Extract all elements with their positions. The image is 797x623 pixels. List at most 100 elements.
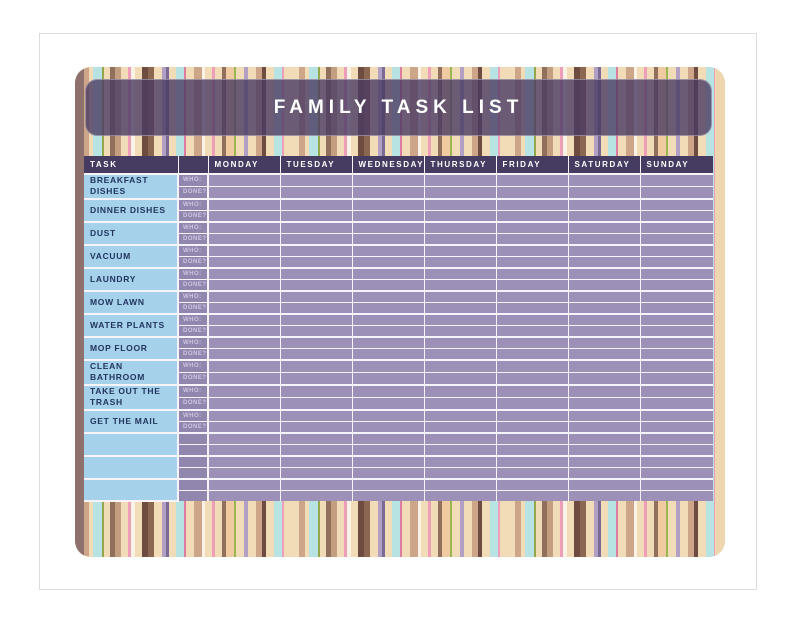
done-entry-cell-sunday: [639, 255, 713, 269]
who-label: WHO:: [177, 335, 209, 349]
who-entry-cell-monday: [207, 477, 281, 491]
done-entry-cell-tuesday: [279, 420, 353, 434]
who-entry-cell-saturday: [567, 408, 641, 422]
done-entry-cell-thursday: [423, 209, 497, 223]
who-entry-cell-saturday: [567, 220, 641, 234]
who-entry-cell-tuesday: [279, 289, 353, 303]
done-entry-cell-monday: [207, 371, 281, 386]
done-entry-cell-monday: [207, 232, 281, 246]
who-entry-cell-saturday: [567, 454, 641, 468]
done-entry-cell-friday: [495, 301, 569, 315]
task-row-who: TAKE OUT THE TRASH WHO:: [84, 383, 713, 411]
who-entry-cell-monday: [207, 431, 281, 445]
who-entry-cell-tuesday: [279, 383, 353, 398]
who-label: WHO:: [177, 220, 209, 234]
task-row-who: CLEAN BATHROOM WHO:: [84, 358, 713, 386]
who-entry-cell-wednesday: [351, 358, 425, 373]
done-entry-cell-saturday: [567, 255, 641, 269]
who-entry-cell-thursday: [423, 289, 497, 303]
task-name-cell: CLEAN BATHROOM: [84, 358, 179, 386]
done-entry-cell-wednesday: [351, 232, 425, 246]
done-entry-cell-sunday: [639, 278, 713, 292]
who-entry-cell-saturday: [567, 383, 641, 398]
done-entry-cell-wednesday: [351, 371, 425, 386]
done-entry-cell-saturday: [567, 489, 641, 501]
who-entry-cell-wednesday: [351, 312, 425, 326]
who-entry-cell-saturday: [567, 335, 641, 349]
column-header-blank: [177, 156, 209, 175]
task-row-done: DONE?: [84, 185, 713, 200]
task-name-cell: MOP FLOOR: [84, 335, 179, 361]
task-row-who: MOW LAWN WHO:: [84, 289, 713, 315]
who-label: WHO:: [177, 289, 209, 303]
who-entry-cell-tuesday: [279, 358, 353, 373]
done-entry-cell-sunday: [639, 185, 713, 200]
task-row-done: DONE?: [84, 420, 713, 434]
done-entry-cell-tuesday: [279, 443, 353, 457]
done-label: DONE?: [177, 301, 209, 315]
done-entry-cell-thursday: [423, 255, 497, 269]
who-entry-cell-friday: [495, 243, 569, 257]
done-entry-cell-monday: [207, 466, 281, 480]
done-entry-cell-thursday: [423, 489, 497, 501]
page-title: FAMILY TASK LIST: [273, 96, 524, 118]
done-entry-cell-sunday: [639, 371, 713, 386]
empty-row-who: [84, 477, 713, 502]
done-entry-cell-saturday: [567, 278, 641, 292]
who-entry-cell-tuesday: [279, 431, 353, 445]
done-entry-cell-wednesday: [351, 489, 425, 501]
who-entry-cell-thursday: [423, 383, 497, 398]
who-entry-cell-sunday: [639, 172, 713, 187]
done-entry-cell-wednesday: [351, 396, 425, 411]
done-entry-cell-saturday: [567, 347, 641, 361]
done-entry-cell-monday: [207, 209, 281, 223]
who-entry-cell-saturday: [567, 289, 641, 303]
who-entry-cell-monday: [207, 289, 281, 303]
done-entry-cell-friday: [495, 443, 569, 457]
done-label: DONE?: [177, 324, 209, 338]
done-entry-cell-sunday: [639, 232, 713, 246]
who-entry-cell-wednesday: [351, 408, 425, 422]
done-entry-cell-saturday: [567, 301, 641, 315]
empty-task-cell: [84, 454, 179, 480]
who-entry-cell-wednesday: [351, 289, 425, 303]
done-entry-cell-saturday: [567, 209, 641, 223]
done-entry-cell-tuesday: [279, 255, 353, 269]
who-entry-cell-sunday: [639, 197, 713, 211]
who-entry-cell-monday: [207, 312, 281, 326]
done-label: DONE?: [177, 255, 209, 269]
column-header-saturday: SATURDAY: [567, 156, 641, 175]
done-entry-cell-monday: [207, 185, 281, 200]
done-entry-cell-monday: [207, 347, 281, 361]
done-entry-cell-saturday: [567, 371, 641, 386]
done-label: DONE?: [177, 396, 209, 411]
done-entry-cell-tuesday: [279, 396, 353, 411]
done-entry-cell-wednesday: [351, 420, 425, 434]
done-entry-cell-wednesday: [351, 324, 425, 338]
task-name-cell: VACUUM: [84, 243, 179, 269]
done-entry-cell-thursday: [423, 396, 497, 411]
task-row-who: MOP FLOOR WHO:: [84, 335, 713, 361]
who-label: WHO:: [177, 408, 209, 422]
who-entry-cell-tuesday: [279, 197, 353, 211]
task-row-who: LAUNDRY WHO:: [84, 266, 713, 292]
task-row-done: DONE?: [84, 301, 713, 315]
task-row-who: DINNER DISHES WHO:: [84, 197, 713, 223]
task-table: TASK MONDAY TUESDAY WEDNESDAY THURSDAY FRIDA…: [84, 156, 713, 502]
who-entry-cell-wednesday: [351, 197, 425, 211]
who-entry-cell-monday: [207, 197, 281, 211]
who-entry-cell-tuesday: [279, 266, 353, 280]
who-entry-cell-sunday: [639, 335, 713, 349]
who-entry-cell-sunday: [639, 266, 713, 280]
who-entry-cell-monday: [207, 454, 281, 468]
done-label: [177, 466, 209, 480]
empty-task-cell: [84, 477, 179, 502]
who-entry-cell-friday: [495, 197, 569, 211]
task-row-who: BREAKFAST DISHES WHO:: [84, 172, 713, 200]
task-row-done: DONE?: [84, 324, 713, 338]
task-name-cell: DINNER DISHES: [84, 197, 179, 223]
who-entry-cell-monday: [207, 358, 281, 373]
task-name-cell: DUST: [84, 220, 179, 246]
done-entry-cell-tuesday: [279, 185, 353, 200]
who-entry-cell-friday: [495, 266, 569, 280]
